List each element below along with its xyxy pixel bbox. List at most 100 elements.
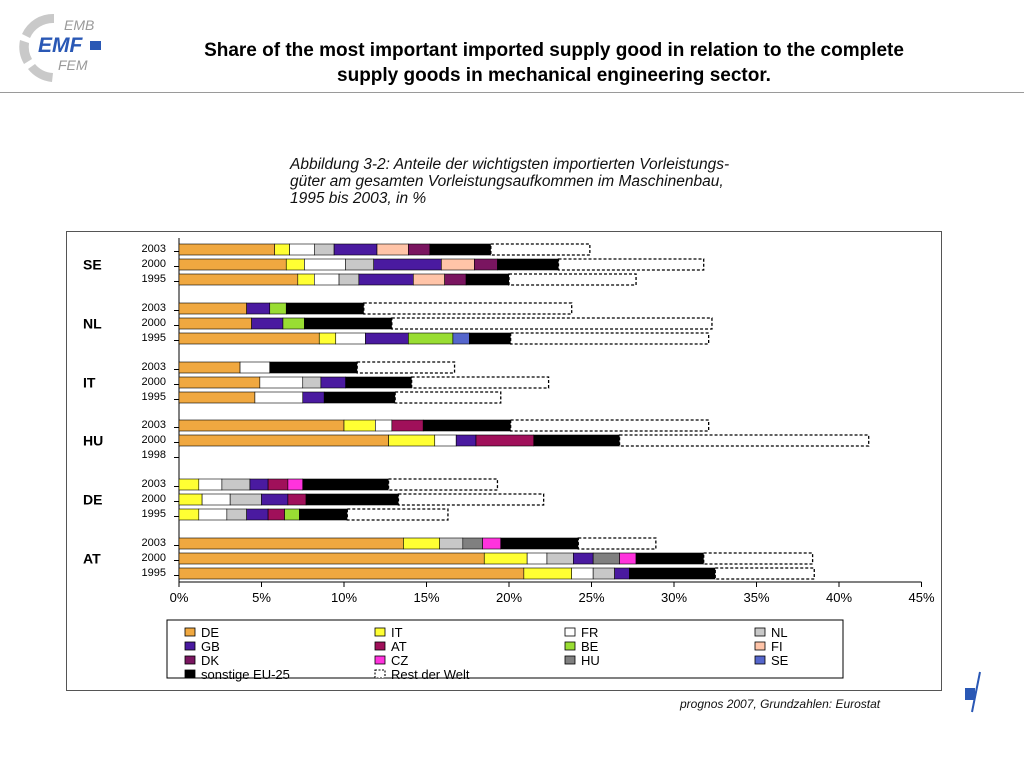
bar-segment-NL-1995-se [452, 332, 470, 345]
x-tick-label: 45% [908, 590, 934, 605]
country-label-AT: AT [83, 551, 101, 567]
bar-segment-IT-1995-rest-der-welt [394, 391, 502, 404]
bar-segment-IT-2003-rest-der-welt [356, 361, 456, 374]
bar-segment-IT-1995-fr [254, 391, 304, 404]
bar-segment-DE-2000-fr [201, 493, 231, 506]
bar-segment-DE-1995-fr [198, 508, 228, 521]
bar-segment-AT-2003-rest-der-welt [577, 537, 657, 550]
bar-segment-HU-2003-rest-der-welt [509, 419, 710, 432]
bar-segment-AT-2003-nl [439, 537, 464, 550]
bar-segment-SE-2003-it [274, 243, 290, 256]
legend-label-fi: FI [771, 639, 783, 654]
page-title-line-2: supply goods in mechanical engineering s… [337, 65, 771, 86]
bar-segment-AT-2000-fr [526, 552, 548, 565]
bar-segment-DE-2000-it [178, 493, 203, 506]
bar-segment-NL-2000-rest-der-welt [391, 317, 713, 330]
country-label-HU: HU [83, 433, 103, 449]
logo-text-bottom: FEM [58, 57, 88, 73]
bar-segment-NL-1995-gb [365, 332, 409, 345]
legend-swatch-nl [754, 627, 766, 637]
x-tick-label: 5% [252, 590, 271, 605]
bar-segment-AT-1995-it [523, 567, 573, 580]
bar-segment-NL-1995-sonstige-eu-25 [469, 332, 511, 345]
header-divider [0, 92, 1024, 93]
bar-segment-NL-2003-sonstige-eu-25 [285, 302, 365, 315]
bar-segment-AT-2000-de [178, 552, 485, 565]
bar-segment-DE-1995-at [267, 508, 285, 521]
year-label: 1998 [142, 449, 166, 461]
legend-label-nl: NL [771, 625, 788, 640]
bar-segment-SE-2000-fr [304, 258, 346, 271]
bar-segment-AT-2000-cz [619, 552, 637, 565]
bar-segment-AT-2000-hu [592, 552, 620, 565]
bar-segment-HU-2000-fr [434, 434, 457, 447]
bar-segment-NL-2000-gb [251, 317, 284, 330]
bar-segment-DE-2003-at [267, 478, 289, 491]
bar-segment-DE-1995-gb [246, 508, 269, 521]
bar-segment-NL-2003-be [269, 302, 287, 315]
bar-segment-DE-1995-be [284, 508, 300, 521]
bar-segment-DE-2000-sonstige-eu-25 [305, 493, 399, 506]
year-label: 1995 [142, 567, 166, 579]
bar-segment-AT-2000-sonstige-eu-25 [635, 552, 704, 565]
bar-segment-NL-2003-gb [246, 302, 271, 315]
year-label: 2003 [142, 361, 166, 373]
legend-label-it: IT [391, 625, 403, 640]
x-tick-label: 0% [170, 590, 189, 605]
legend-swatch-be [564, 641, 576, 651]
bar-segment-SE-1995-it [297, 273, 315, 286]
year-label: 2000 [142, 376, 166, 388]
year-label: 2003 [142, 419, 166, 431]
bar-segment-IT-2003-sonstige-eu-25 [269, 361, 358, 374]
bar-segment-IT-2000-sonstige-eu-25 [345, 376, 412, 389]
bar-segment-DE-1995-sonstige-eu-25 [299, 508, 348, 521]
bar-segment-SE-1995-de [178, 273, 299, 286]
bar-segment-SE-1995-fr [314, 273, 340, 286]
x-tick-label: 10% [331, 590, 357, 605]
legend-box [166, 619, 844, 679]
year-label: 2003 [142, 243, 166, 255]
bar-segment-AT-2003-hu [462, 537, 483, 550]
legend-swatch-it [374, 627, 386, 637]
bar-segment-IT-2000-de [178, 376, 261, 389]
corner-logo-mark [963, 670, 987, 714]
legend-swatch-cz [374, 655, 386, 665]
bar-segment-IT-2000-nl [302, 376, 322, 389]
bar-segment-SE-2000-dk [474, 258, 498, 271]
x-tick-label: 15% [413, 590, 439, 605]
year-label: 2000 [142, 552, 166, 564]
bar-segment-HU-2003-sonstige-eu-25 [422, 419, 511, 432]
legend-swatch-gb [184, 641, 196, 651]
bar-segment-SE-2000-nl [345, 258, 374, 271]
bar-segment-AT-2000-nl [546, 552, 574, 565]
bar-segment-AT-1995-de [178, 567, 525, 580]
bar-segment-HU-2000-rest-der-welt [618, 434, 870, 447]
bar-segment-NL-1995-de [178, 332, 320, 345]
bar-segment-AT-2000-gb [573, 552, 594, 565]
bar-segment-SE-2003-fi [376, 243, 409, 256]
bar-segment-SE-2000-sonstige-eu-25 [497, 258, 559, 271]
bar-segment-IT-1995-sonstige-eu-25 [323, 391, 396, 404]
bar-segment-DE-2003-nl [221, 478, 251, 491]
year-label: 2000 [142, 317, 166, 329]
bar-segment-SE-2003-gb [333, 243, 378, 256]
year-label: 2003 [142, 302, 166, 314]
bar-segment-NL-1995-it [318, 332, 337, 345]
bar-segment-AT-2003-sonstige-eu-25 [500, 537, 579, 550]
emf-logo: EMB EMF FEM [14, 8, 104, 86]
bar-segment-NL-2000-sonstige-eu-25 [304, 317, 393, 330]
bar-segment-AT-2003-cz [482, 537, 502, 550]
bar-segment-DE-2003-rest-der-welt [387, 478, 499, 491]
legend-label-se: SE [771, 653, 789, 668]
bar-segment-DE-1995-nl [226, 508, 247, 521]
country-label-DE: DE [83, 492, 102, 508]
bar-segment-DE-2003-sonstige-eu-25 [302, 478, 389, 491]
bar-segment-DE-2000-rest-der-welt [397, 493, 545, 506]
bar-segment-DE-2003-it [178, 478, 200, 491]
chart-frame: SE 2003 2000 1995 NL 2003 2000 1995 IT 2003 2000 19… [66, 231, 942, 691]
bar-segment-SE-2000-it [285, 258, 305, 271]
year-label: 2000 [142, 493, 166, 505]
logo-text-main: EMF [38, 34, 84, 57]
legend-swatch-fi [754, 641, 766, 651]
legend-label-be: BE [581, 639, 599, 654]
